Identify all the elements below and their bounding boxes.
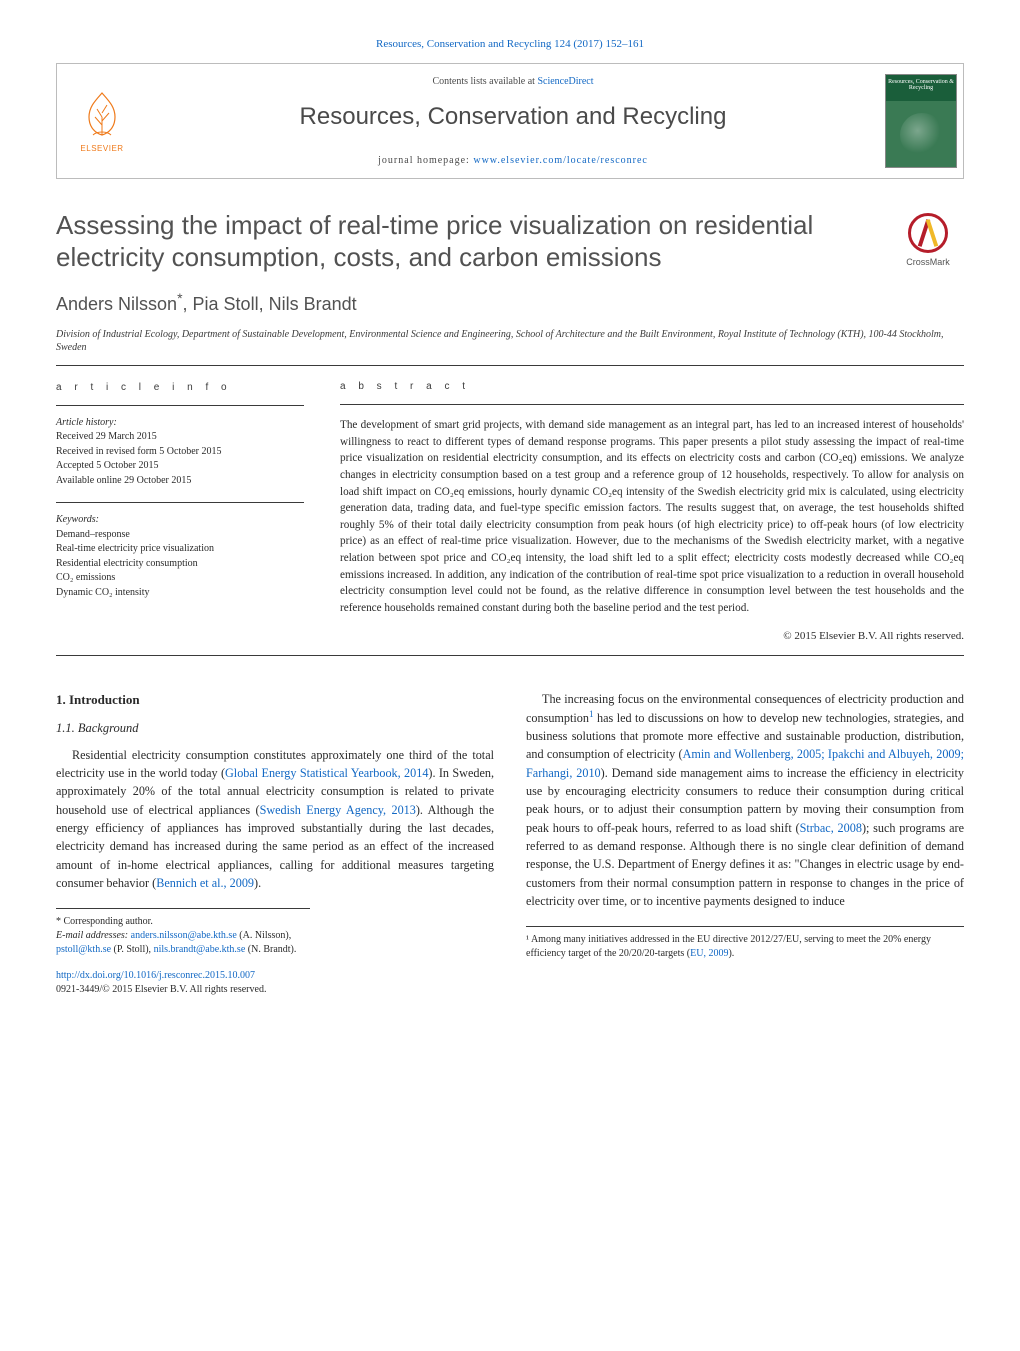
keywords-block: Keywords: Demand–response Real-time elec…	[56, 513, 304, 600]
elsevier-tree-icon	[75, 87, 129, 141]
footnotes-right: ¹ Among many initiatives addressed in th…	[526, 926, 964, 961]
doi-block: http://dx.doi.org/10.1016/j.resconrec.20…	[56, 969, 494, 997]
article-title: Assessing the impact of real-time price …	[56, 209, 872, 274]
history-label: Article history:	[56, 417, 117, 428]
body-columns: 1. Introduction 1.1. Background Resident…	[56, 690, 964, 998]
sciencedirect-link[interactable]: ScienceDirect	[537, 76, 593, 87]
keyword: Real-time electricity price visualizatio…	[56, 542, 304, 557]
email-2-name: (P. Stoll),	[111, 944, 154, 955]
email-label: E-mail addresses:	[56, 930, 131, 941]
contents-available-line: Contents lists available at ScienceDirec…	[155, 74, 871, 89]
ref-strbac2008[interactable]: Strbac, 2008	[800, 821, 862, 835]
crossmark-icon	[908, 213, 948, 253]
author-1: Anders Nilsson	[56, 294, 177, 314]
ref-eu2009[interactable]: EU, 2009	[690, 948, 728, 959]
journal-header-box: ELSEVIER Contents lists available at Sci…	[56, 63, 964, 179]
heading-background: 1.1. Background	[56, 719, 494, 738]
crossmark-badge[interactable]: CrossMark	[892, 213, 964, 270]
history-received: Received 29 March 2015	[56, 431, 157, 442]
cover-title: Resources, Conservation & Recycling	[888, 79, 954, 92]
issn-copyright: 0921-3449/© 2015 Elsevier B.V. All right…	[56, 984, 266, 995]
rule-top	[56, 365, 964, 366]
contents-prefix: Contents lists available at	[432, 76, 537, 87]
authors: Anders Nilsson*, Pia Stoll, Nils Brandt	[56, 288, 964, 318]
abstract-copyright: © 2015 Elsevier B.V. All rights reserved…	[340, 628, 964, 644]
email-2[interactable]: pstoll@kth.se	[56, 944, 111, 955]
article-info-column: a r t i c l e i n f o Article history: R…	[56, 380, 304, 645]
email-line: E-mail addresses: anders.nilsson@abe.kth…	[56, 929, 310, 957]
ref-gesy2014[interactable]: Global Energy Statistical Yearbook, 2014	[225, 766, 428, 780]
info-rule	[56, 405, 304, 406]
keyword: Dynamic CO₂ intensity	[56, 586, 304, 601]
affiliation: Division of Industrial Ecology, Departme…	[56, 328, 964, 355]
corr-author-note: * Corresponding author.	[56, 915, 310, 929]
abstract-text: The development of smart grid projects, …	[340, 417, 964, 616]
abstract-head: a b s t r a c t	[340, 380, 964, 395]
abstract-rule	[340, 404, 964, 405]
elsevier-logo: ELSEVIER	[57, 64, 147, 178]
history-accepted: Accepted 5 October 2015	[56, 460, 158, 471]
keyword: CO₂ emissions	[56, 571, 304, 586]
history-revised: Received in revised form 5 October 2015	[56, 446, 222, 457]
homepage-link[interactable]: www.elsevier.com/locate/resconrec	[473, 155, 648, 166]
abstract-column: a b s t r a c t The development of smart…	[340, 380, 964, 645]
body-para-2: The increasing focus on the environmenta…	[526, 690, 964, 911]
heading-introduction: 1. Introduction	[56, 690, 494, 710]
author-sep: ,	[183, 294, 193, 314]
author-sep: ,	[259, 294, 269, 314]
citation-header: Resources, Conservation and Recycling 12…	[56, 36, 964, 53]
author-2: Pia Stoll	[193, 294, 259, 314]
email-3[interactable]: nils.brandt@abe.kth.se	[154, 944, 246, 955]
history-online: Available online 29 October 2015	[56, 475, 191, 486]
history-block: Article history: Received 29 March 2015 …	[56, 416, 304, 489]
doi-link[interactable]: http://dx.doi.org/10.1016/j.resconrec.20…	[56, 970, 255, 981]
info-abstract-row: a r t i c l e i n f o Article history: R…	[56, 380, 964, 645]
cover-image: Resources, Conservation & Recycling	[885, 74, 957, 168]
journal-cover: Resources, Conservation & Recycling	[879, 64, 963, 178]
elsevier-label: ELSEVIER	[80, 143, 123, 155]
homepage-line: journal homepage: www.elsevier.com/locat…	[155, 153, 871, 168]
keyword: Residential electricity consumption	[56, 557, 304, 572]
article-info-head: a r t i c l e i n f o	[56, 380, 304, 395]
header-center: Contents lists available at ScienceDirec…	[147, 64, 879, 178]
ref-bennich2009[interactable]: Bennich et al., 2009	[156, 876, 254, 890]
rule-bottom	[56, 655, 964, 656]
crossmark-label: CrossMark	[906, 256, 950, 270]
email-1-name: (A. Nilsson),	[237, 930, 291, 941]
footnotes-left: * Corresponding author. E-mail addresses…	[56, 908, 310, 957]
email-3-name: (N. Brandt).	[245, 944, 296, 955]
info-rule-2	[56, 502, 304, 503]
body-para-1: Residential electricity consumption cons…	[56, 746, 494, 892]
ref-sea2013[interactable]: Swedish Energy Agency, 2013	[260, 803, 416, 817]
cover-swirl-icon	[900, 113, 944, 157]
email-1[interactable]: anders.nilsson@abe.kth.se	[131, 930, 237, 941]
homepage-prefix: journal homepage:	[378, 155, 473, 166]
citation-link[interactable]: Resources, Conservation and Recycling 12…	[376, 38, 644, 50]
p1-d: ).	[254, 876, 261, 890]
title-row: Assessing the impact of real-time price …	[56, 209, 964, 274]
author-3: Nils Brandt	[269, 294, 357, 314]
fn1-b: ).	[728, 948, 734, 959]
keywords-label: Keywords:	[56, 514, 99, 525]
keyword: Demand–response	[56, 528, 304, 543]
journal-name: Resources, Conservation and Recycling	[155, 99, 871, 135]
